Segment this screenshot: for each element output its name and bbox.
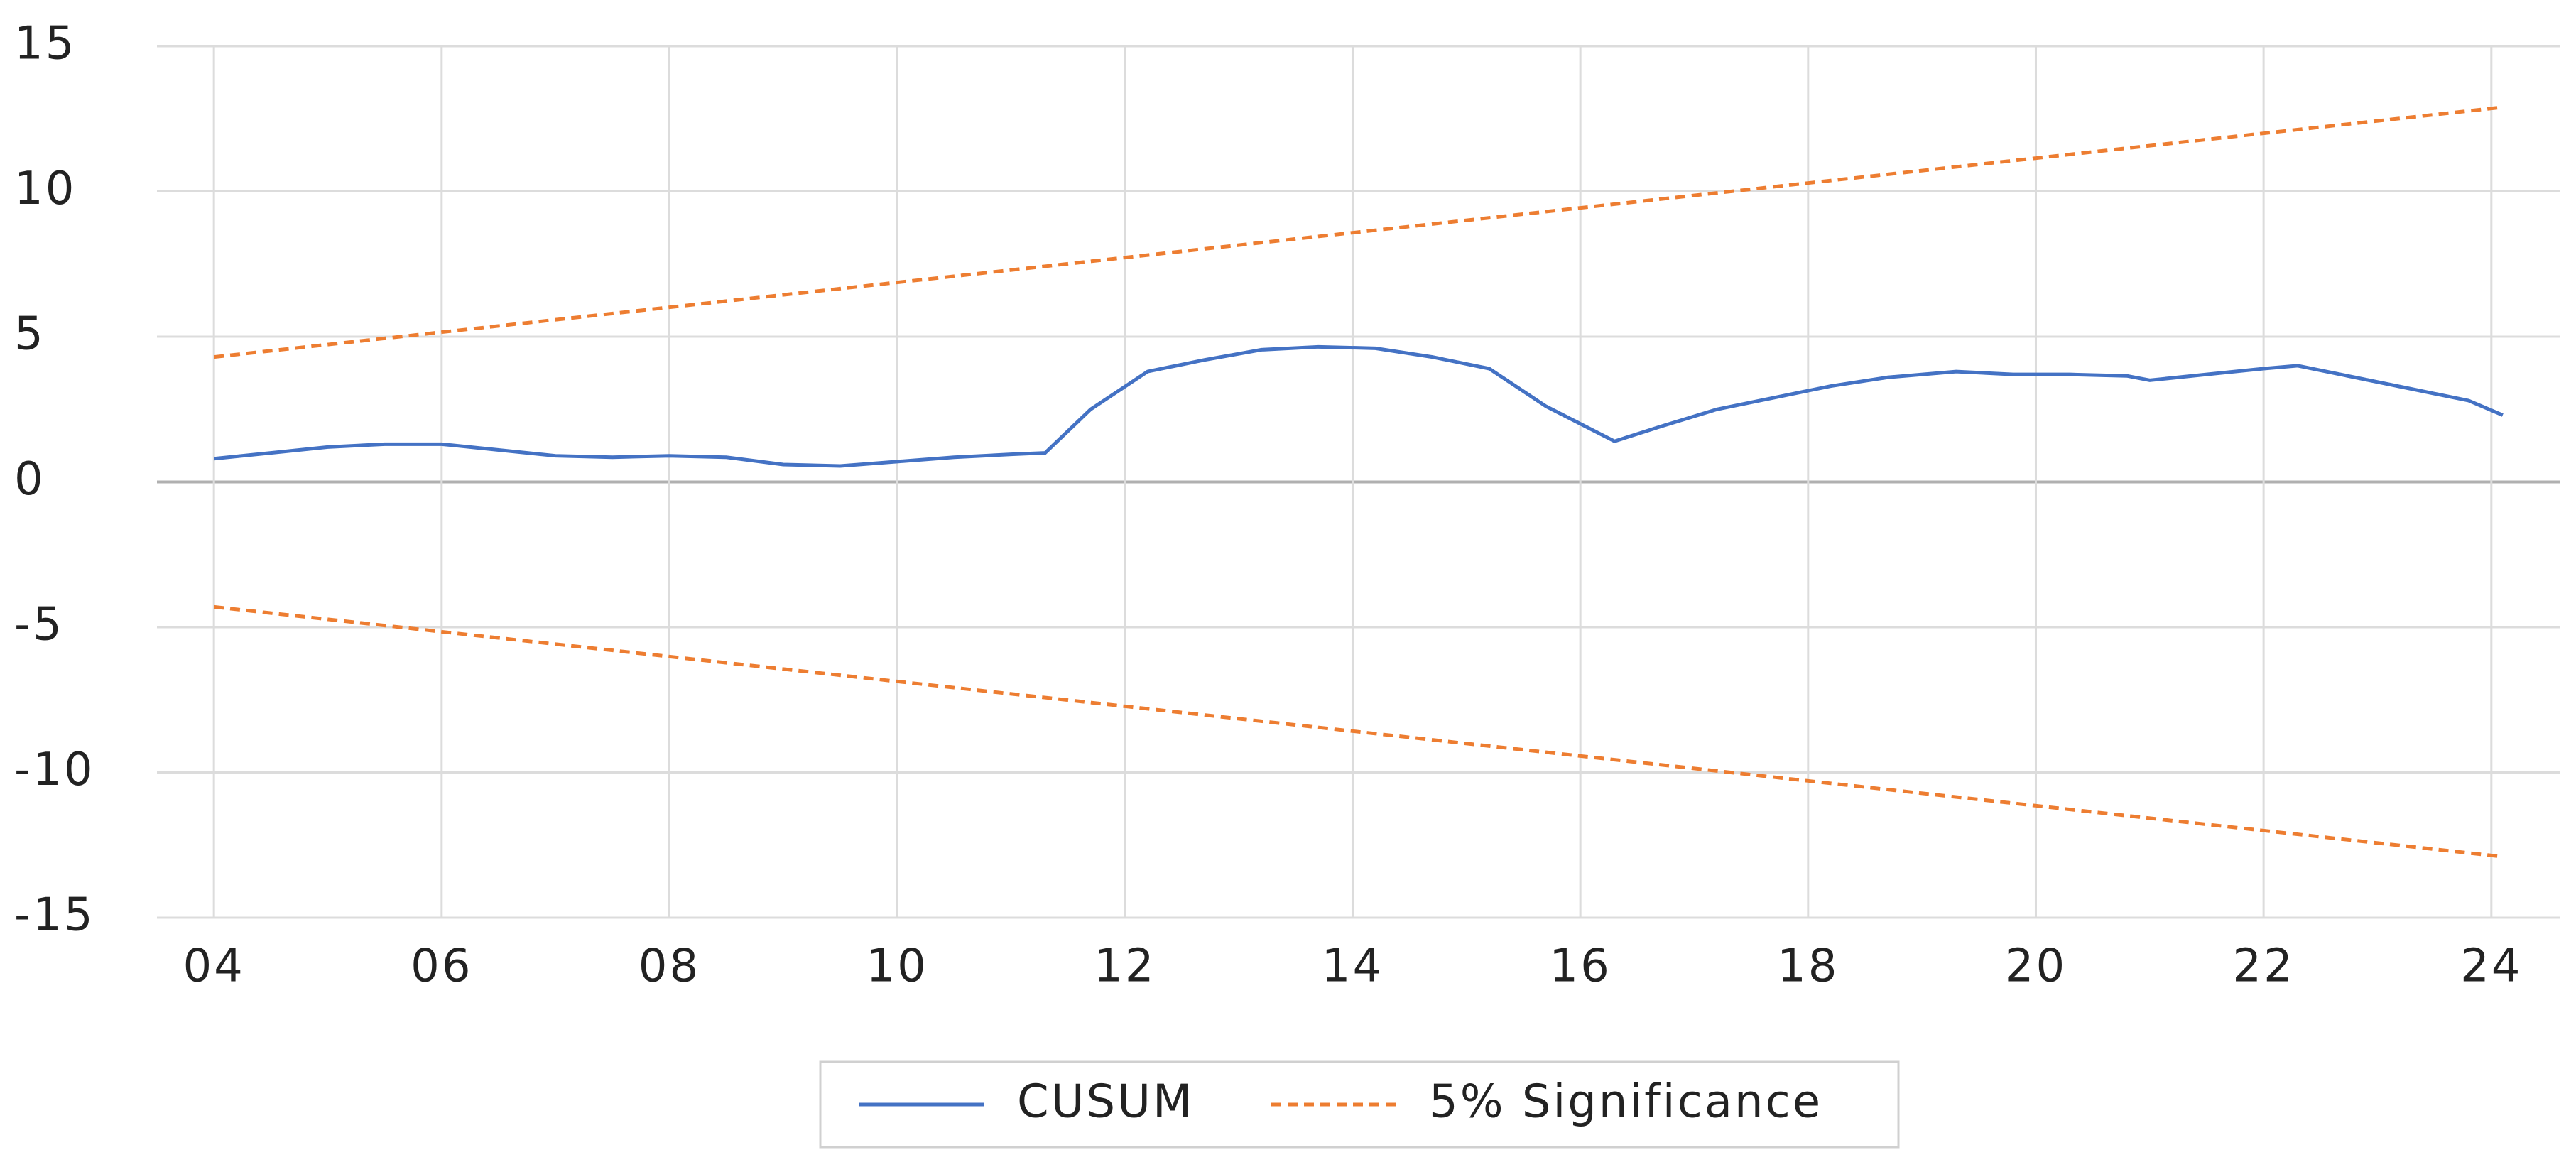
series-line bbox=[213, 604, 2504, 859]
y-tick-label: 15 bbox=[14, 18, 76, 70]
x-tick-label: 12 bbox=[1094, 940, 1156, 993]
y-tick-label: -10 bbox=[14, 744, 95, 796]
x-tick-label: 08 bbox=[638, 940, 700, 993]
y-tick-label: 10 bbox=[14, 163, 76, 215]
x-tick-label: 14 bbox=[1322, 940, 1384, 993]
y-tick-label: -5 bbox=[14, 599, 64, 651]
x-tick-label: 20 bbox=[2005, 940, 2067, 993]
y-tick-label: 0 bbox=[14, 453, 45, 506]
x-tick-label: 16 bbox=[1549, 940, 1611, 993]
x-tick-label: 04 bbox=[183, 940, 244, 993]
legend-label: 5% Significance bbox=[1429, 1076, 1822, 1129]
legend-label: CUSUM bbox=[1017, 1076, 1194, 1129]
x-tick-label: 24 bbox=[2460, 940, 2522, 993]
x-tick-label: 10 bbox=[866, 940, 928, 993]
x-tick-label: 18 bbox=[1777, 940, 1839, 993]
x-tick-label: 22 bbox=[2232, 940, 2294, 993]
series-line bbox=[213, 344, 2504, 468]
x-tick-label: 06 bbox=[411, 940, 472, 993]
y-tick-label: 5 bbox=[14, 308, 45, 361]
series-line bbox=[213, 105, 2504, 359]
y-tick-label: -15 bbox=[14, 889, 95, 942]
